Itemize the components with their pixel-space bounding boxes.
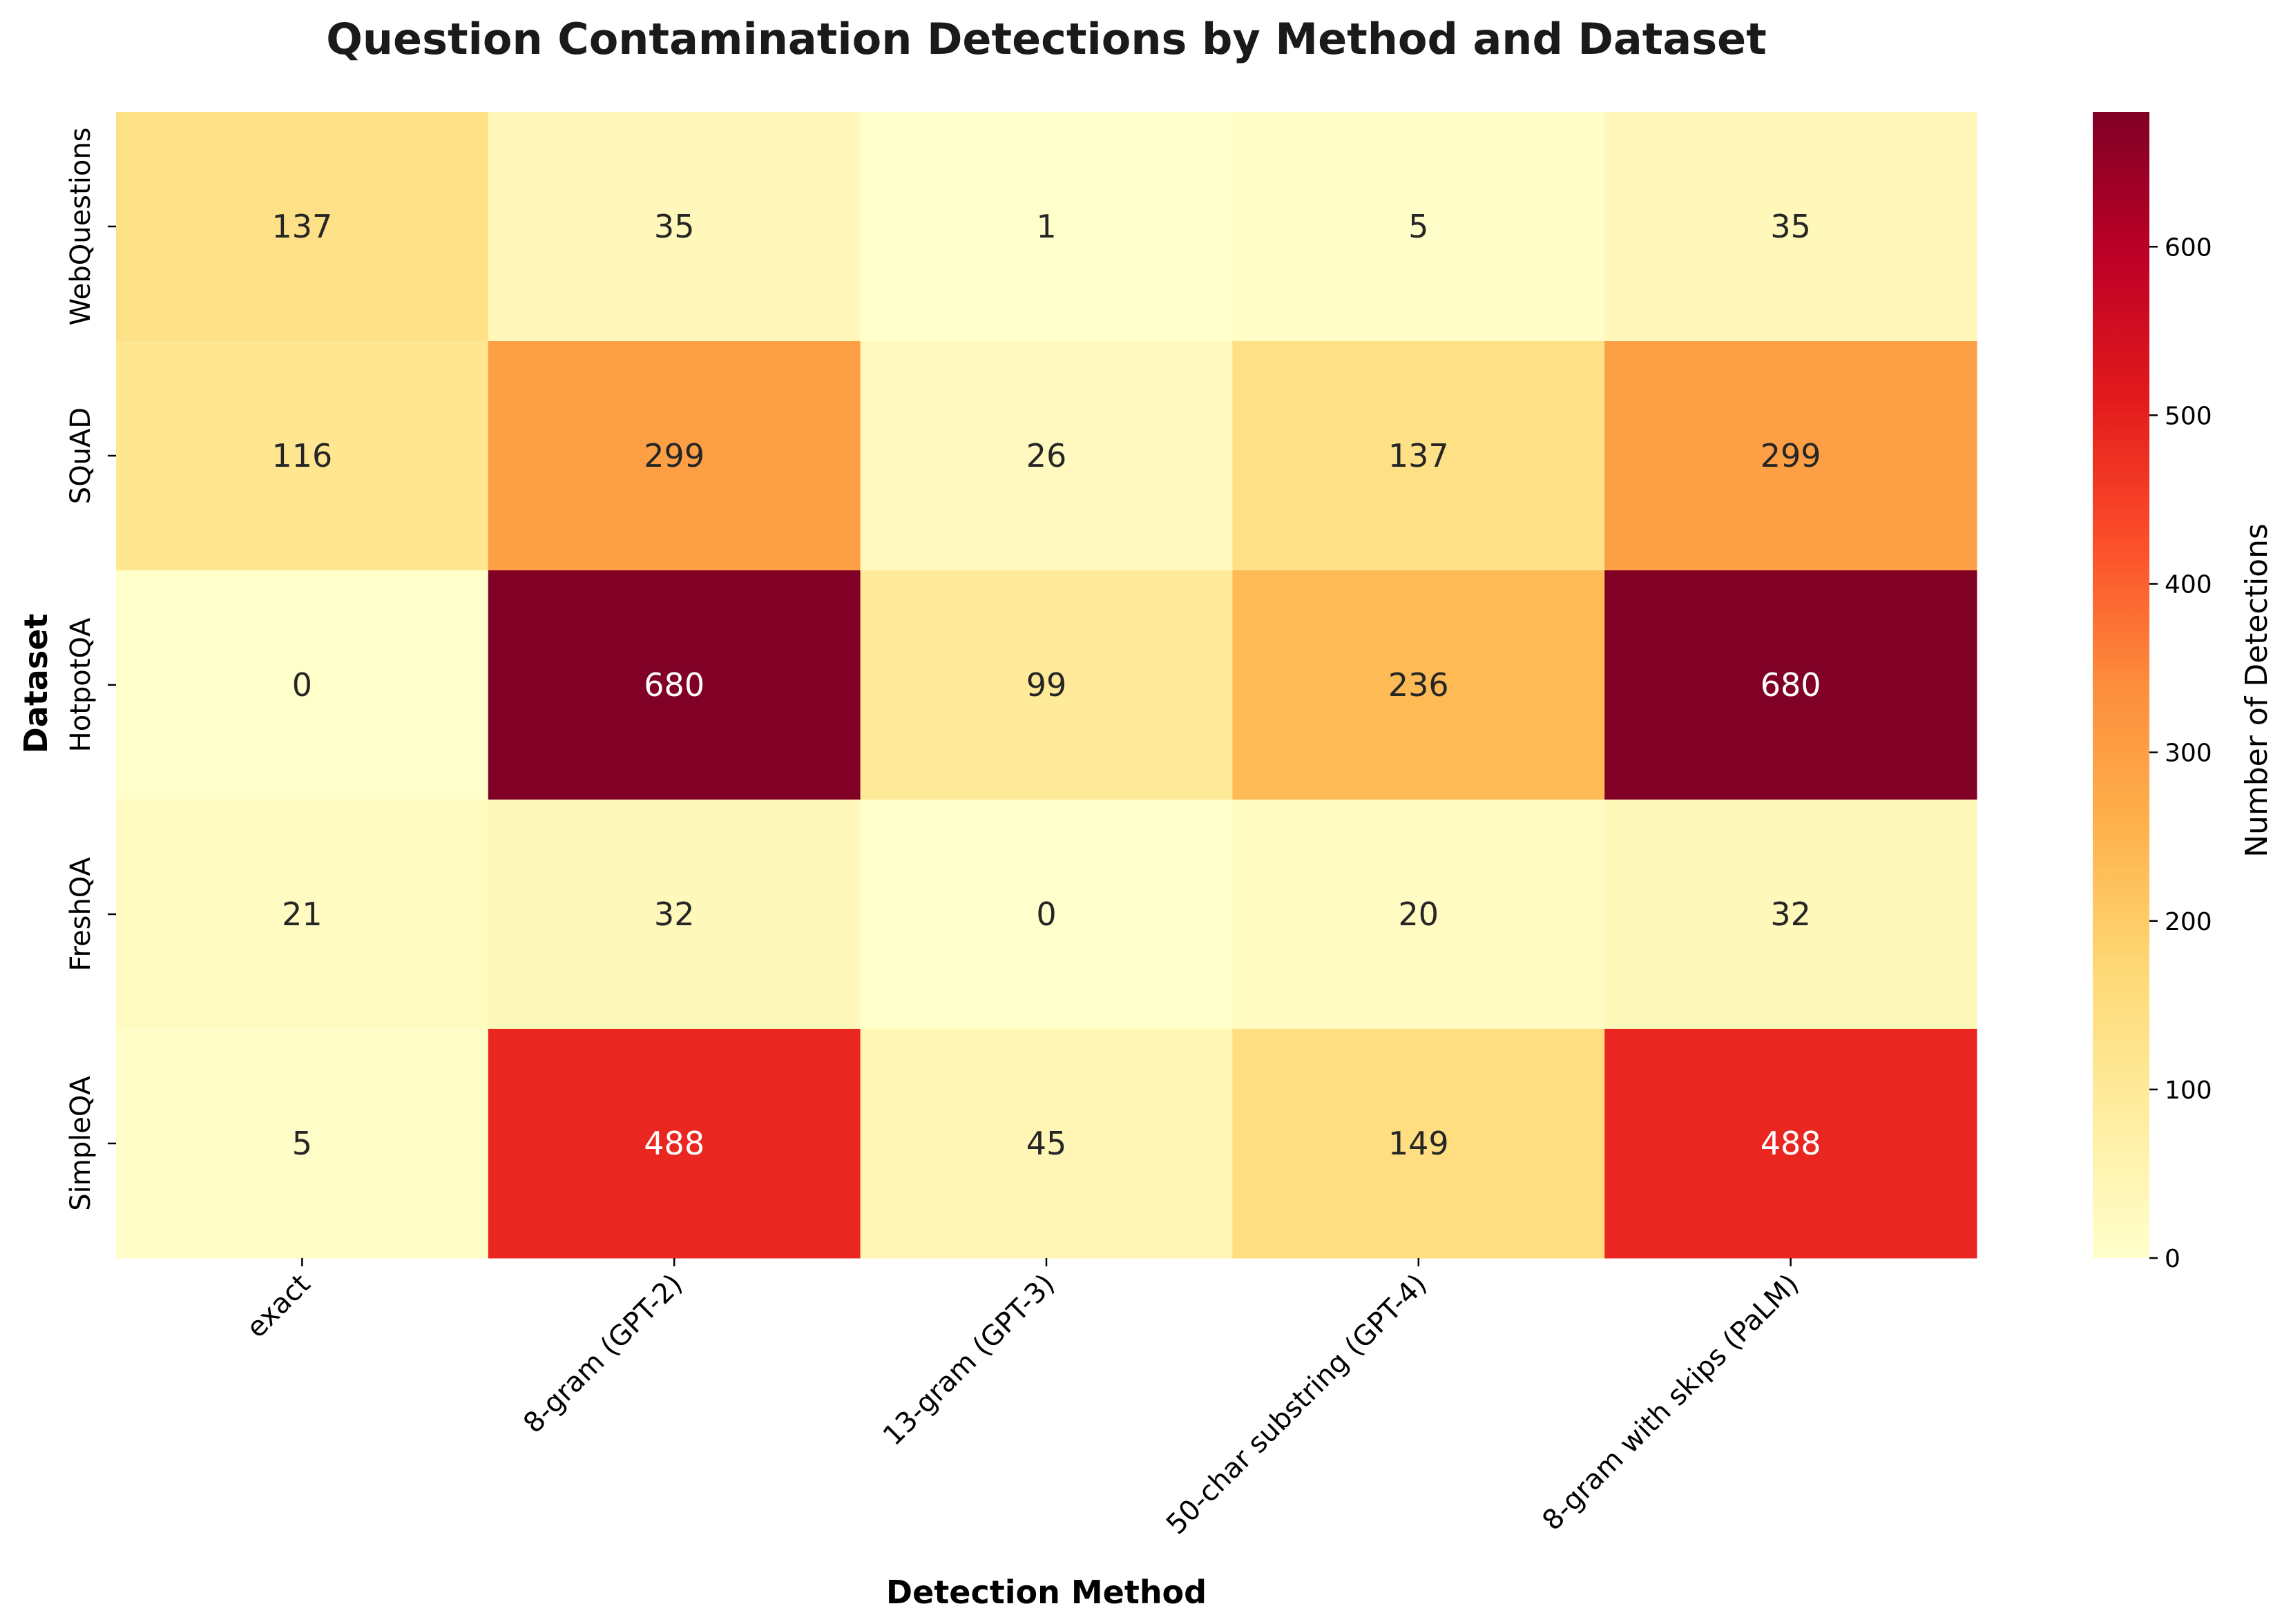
heatmap-cell xyxy=(116,800,489,1030)
x-tick-label: exact xyxy=(240,1268,316,1344)
cell-value-label: 299 xyxy=(1761,437,1821,474)
cell-value-label: 1 xyxy=(1036,208,1056,245)
heatmap-cell xyxy=(860,570,1233,800)
x-tick-label: 8-gram with skips (PaLM) xyxy=(1536,1268,1805,1537)
heatmap-cell xyxy=(116,570,489,800)
heatmap-cell xyxy=(1604,112,1977,342)
heatmap-cell xyxy=(1604,1029,1977,1259)
heatmap-cell-labels: 137 35 1 5 35 116 299 26 137 299 0 680 99 236 680 21 32 0… xyxy=(271,208,1821,1162)
heatmap-cell xyxy=(1232,112,1605,342)
heatmap-cell xyxy=(1604,800,1977,1030)
heatmap-cell xyxy=(1604,341,1977,571)
cell-value-label: 5 xyxy=(292,1125,312,1162)
cell-value-label: 680 xyxy=(644,666,704,704)
cell-value-label: 45 xyxy=(1026,1125,1067,1162)
colorbar-tick-label: 0 xyxy=(2165,1245,2180,1273)
heatmap-cell xyxy=(488,570,861,800)
cell-value-label: 35 xyxy=(1770,208,1811,245)
x-tick-label: 50-char substring (GPT-4) xyxy=(1160,1268,1433,1541)
x-tick-label: 13-gram (GPT-3) xyxy=(877,1268,1061,1452)
heatmap-cell xyxy=(860,341,1233,571)
colorbar-tick-label: 400 xyxy=(2165,571,2212,599)
cell-value-label: 32 xyxy=(654,896,695,933)
x-axis: exact 8-gram (GPT-2) 13-gram (GPT-3) 50-cha… xyxy=(240,1258,1805,1540)
heatmap-cell xyxy=(116,112,489,342)
cell-value-label: 20 xyxy=(1399,896,1439,933)
cell-value-label: 35 xyxy=(654,208,695,245)
colorbar-label: Number of Detections xyxy=(2239,523,2274,858)
y-axis: WebQuestions SQuAD HotpotQA FreshQA SimpleQA xyxy=(65,128,116,1211)
y-tick-label: FreshQA xyxy=(65,857,97,972)
y-tick-label: HotpotQA xyxy=(65,617,97,752)
x-axis-label: Detection Method xyxy=(886,1574,1207,1611)
colorbar-tick-label: 300 xyxy=(2165,740,2212,768)
cell-value-label: 99 xyxy=(1026,666,1067,704)
heatmap-cell xyxy=(860,800,1233,1030)
heatmap-cell xyxy=(488,112,861,342)
cell-value-label: 32 xyxy=(1770,896,1811,933)
heatmap-cells xyxy=(116,112,1977,1259)
cell-value-label: 488 xyxy=(644,1125,704,1162)
cell-value-label: 21 xyxy=(282,896,323,933)
cell-value-label: 236 xyxy=(1388,666,1449,704)
cell-value-label: 299 xyxy=(644,437,704,474)
heatmap-cell xyxy=(116,1029,489,1259)
colorbar-tick-label: 600 xyxy=(2165,233,2212,262)
cell-value-label: 488 xyxy=(1761,1125,1821,1162)
heatmap-cell xyxy=(488,800,861,1030)
colorbar-gradient xyxy=(2093,112,2149,1258)
heatmap-cell xyxy=(488,341,861,571)
y-tick-label: SimpleQA xyxy=(65,1076,97,1211)
heatmap-cell xyxy=(116,341,489,571)
heatmap-cell xyxy=(1232,800,1605,1030)
x-tick-label: 8-gram (GPT-2) xyxy=(517,1268,689,1440)
cell-value-label: 137 xyxy=(271,208,332,245)
cell-value-label: 0 xyxy=(292,666,312,704)
chart-title: Question Contamination Detections by Met… xyxy=(326,14,1767,64)
y-tick-label: WebQuestions xyxy=(65,128,97,326)
cell-value-label: 116 xyxy=(271,437,332,474)
colorbar-tick-label: 500 xyxy=(2165,402,2212,430)
cell-value-label: 0 xyxy=(1036,896,1056,933)
heatmap-cell xyxy=(1232,570,1605,800)
cell-value-label: 26 xyxy=(1026,437,1067,474)
colorbar-tick-label: 100 xyxy=(2165,1076,2212,1105)
cell-value-label: 149 xyxy=(1388,1125,1449,1162)
heatmap-cell xyxy=(860,1029,1233,1259)
heatmap-cell xyxy=(1232,341,1605,571)
heatmap-cell xyxy=(1232,1029,1605,1259)
cell-value-label: 137 xyxy=(1388,437,1449,474)
heatmap-cell xyxy=(488,1029,861,1259)
heatmap-cell xyxy=(1604,570,1977,800)
y-axis-label: Dataset xyxy=(17,614,55,754)
colorbar-tick-label: 200 xyxy=(2165,908,2212,936)
cell-value-label: 680 xyxy=(1761,666,1821,704)
colorbar: 0 100 200 300 400 500 600 xyxy=(2093,112,2212,1273)
heatmap-cell xyxy=(860,112,1233,342)
y-tick-label: SQuAD xyxy=(65,407,97,504)
cell-value-label: 5 xyxy=(1408,208,1428,245)
